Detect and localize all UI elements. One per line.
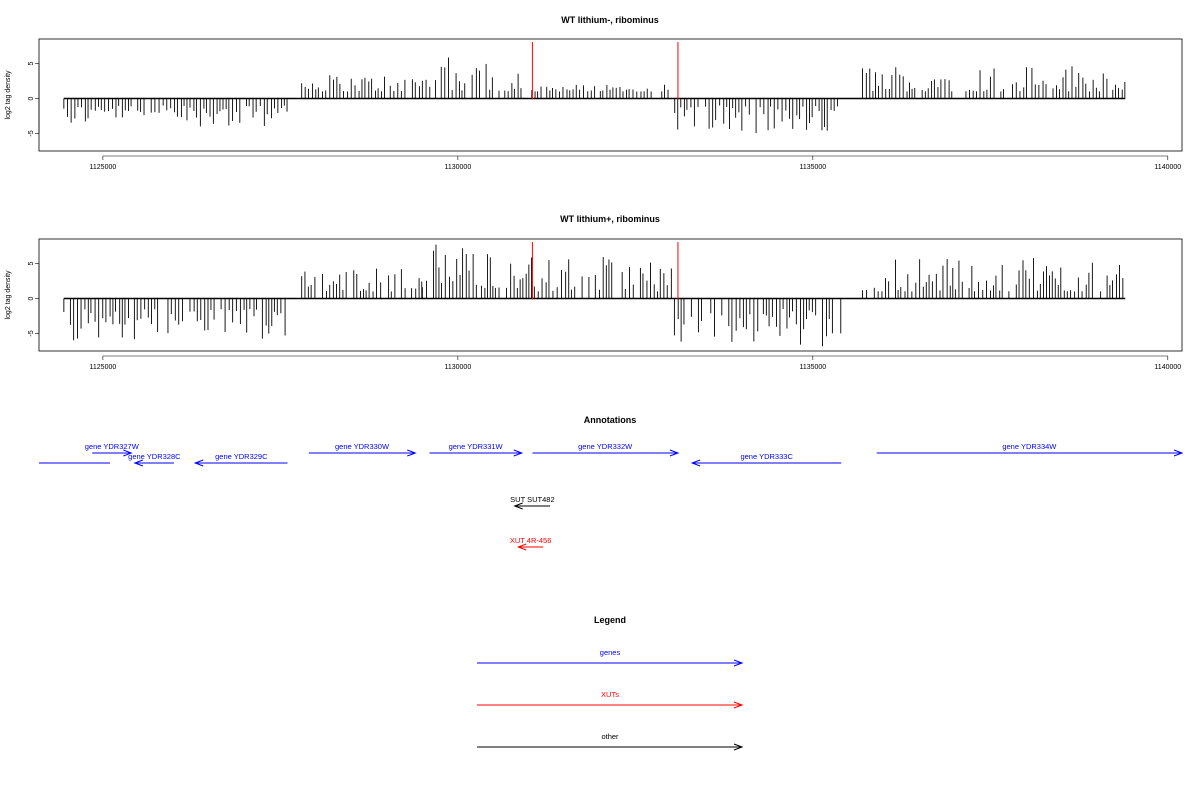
annotations-title: Annotations [584, 415, 637, 425]
x-tick-label: 1130000 [444, 164, 471, 171]
annotation-feature: gene YDR330W [308, 442, 417, 457]
x-tick-label: 1130000 [444, 364, 471, 371]
legend-item: genes [477, 648, 744, 667]
annotation-feature: gene YDR329C [193, 452, 288, 467]
arrow-head [123, 449, 133, 457]
arrow-head [407, 449, 417, 457]
y-tick-label: -5 [28, 130, 35, 136]
x-tick-label: 1125000 [90, 164, 117, 171]
feature-label: gene YDR332W [578, 442, 633, 451]
annotation-feature: gene YDR328C [128, 452, 181, 467]
legend-items: genes XUTs other [477, 648, 744, 751]
panel-lithium-minus: WT lithium-, ribominus log2 tag density … [5, 15, 1183, 171]
annotation-feature: XUT 4R-456 [510, 536, 552, 551]
arrow-head [513, 449, 524, 457]
y-tick-label: 0 [28, 296, 35, 300]
arrow-head [513, 502, 523, 510]
feature-label: gene YDR334W [1002, 442, 1057, 451]
x-tick-label: 1140000 [1154, 164, 1181, 171]
legend-label: other [601, 732, 619, 741]
y-tick-label: 0 [28, 96, 35, 100]
arrow-head [193, 459, 204, 467]
annotation-feature: gene YDR332W [532, 442, 680, 457]
arrow-head [733, 701, 744, 709]
x-tick-label: 1125000 [90, 364, 117, 371]
y-axis: -5 0 5 [28, 261, 40, 337]
arrow-head [133, 459, 144, 467]
annotation-feature: gene YDR333C [690, 452, 842, 467]
feature-label: gene YDR333C [740, 452, 793, 461]
legend-title: Legend [594, 615, 626, 625]
x-axis: 1125000 1130000 1135000 1140000 [90, 355, 1181, 371]
y-tick-label: -5 [28, 330, 35, 336]
arrow-head [733, 743, 744, 751]
feature-label: XUT 4R-456 [510, 536, 552, 545]
feature-label: gene YDR328C [128, 452, 181, 461]
arrow-head [733, 659, 744, 667]
arrow-head [669, 449, 680, 457]
feature-label: SUT SUT482 [510, 495, 554, 504]
x-tick-label: 1140000 [1154, 364, 1181, 371]
annotation-feature: gene YDR331W [429, 442, 524, 457]
panel-lithium-plus: WT lithium+, ribominus log2 tag density … [5, 214, 1183, 371]
x-tick-label: 1135000 [799, 364, 826, 371]
legend-label: XUTs [601, 690, 619, 699]
feature-label: gene YDR330W [335, 442, 390, 451]
feature-label: gene YDR327W [85, 442, 140, 451]
annotation-feature: SUT SUT482 [510, 495, 555, 510]
arrow-head [1173, 449, 1184, 457]
x-tick-label: 1135000 [799, 164, 826, 171]
legend-panel: Legend genes XUTs other [477, 615, 744, 751]
y-axis-label: log2 tag density [5, 70, 12, 120]
marker-lines [531, 242, 679, 300]
y-axis: -5 0 5 [28, 61, 40, 137]
annotation-feature: gene YDR334W [876, 442, 1184, 457]
arrow-head [516, 543, 527, 551]
y-tick-label: 5 [28, 261, 35, 265]
density-bars [63, 244, 1126, 347]
plot-frame [38, 238, 1183, 352]
annotation-feature: gene YDR327W [85, 442, 140, 457]
legend-item: other [477, 732, 744, 751]
x-axis: 1125000 1130000 1135000 1140000 [90, 155, 1181, 171]
legend-label: genes [600, 648, 621, 657]
arrow-head [690, 459, 701, 467]
legend-item: XUTs [477, 690, 744, 709]
panel-title: WT lithium+, ribominus [560, 214, 660, 224]
marker-lines [531, 42, 679, 100]
density-bars [63, 57, 1126, 134]
feature-label: gene YDR331W [449, 442, 504, 451]
feature-label: gene YDR329C [215, 452, 268, 461]
panel-title: WT lithium-, ribominus [561, 15, 659, 25]
y-tick-label: 5 [28, 61, 35, 65]
y-axis-label: log2 tag density [5, 270, 12, 320]
plot-frame [38, 38, 1183, 152]
